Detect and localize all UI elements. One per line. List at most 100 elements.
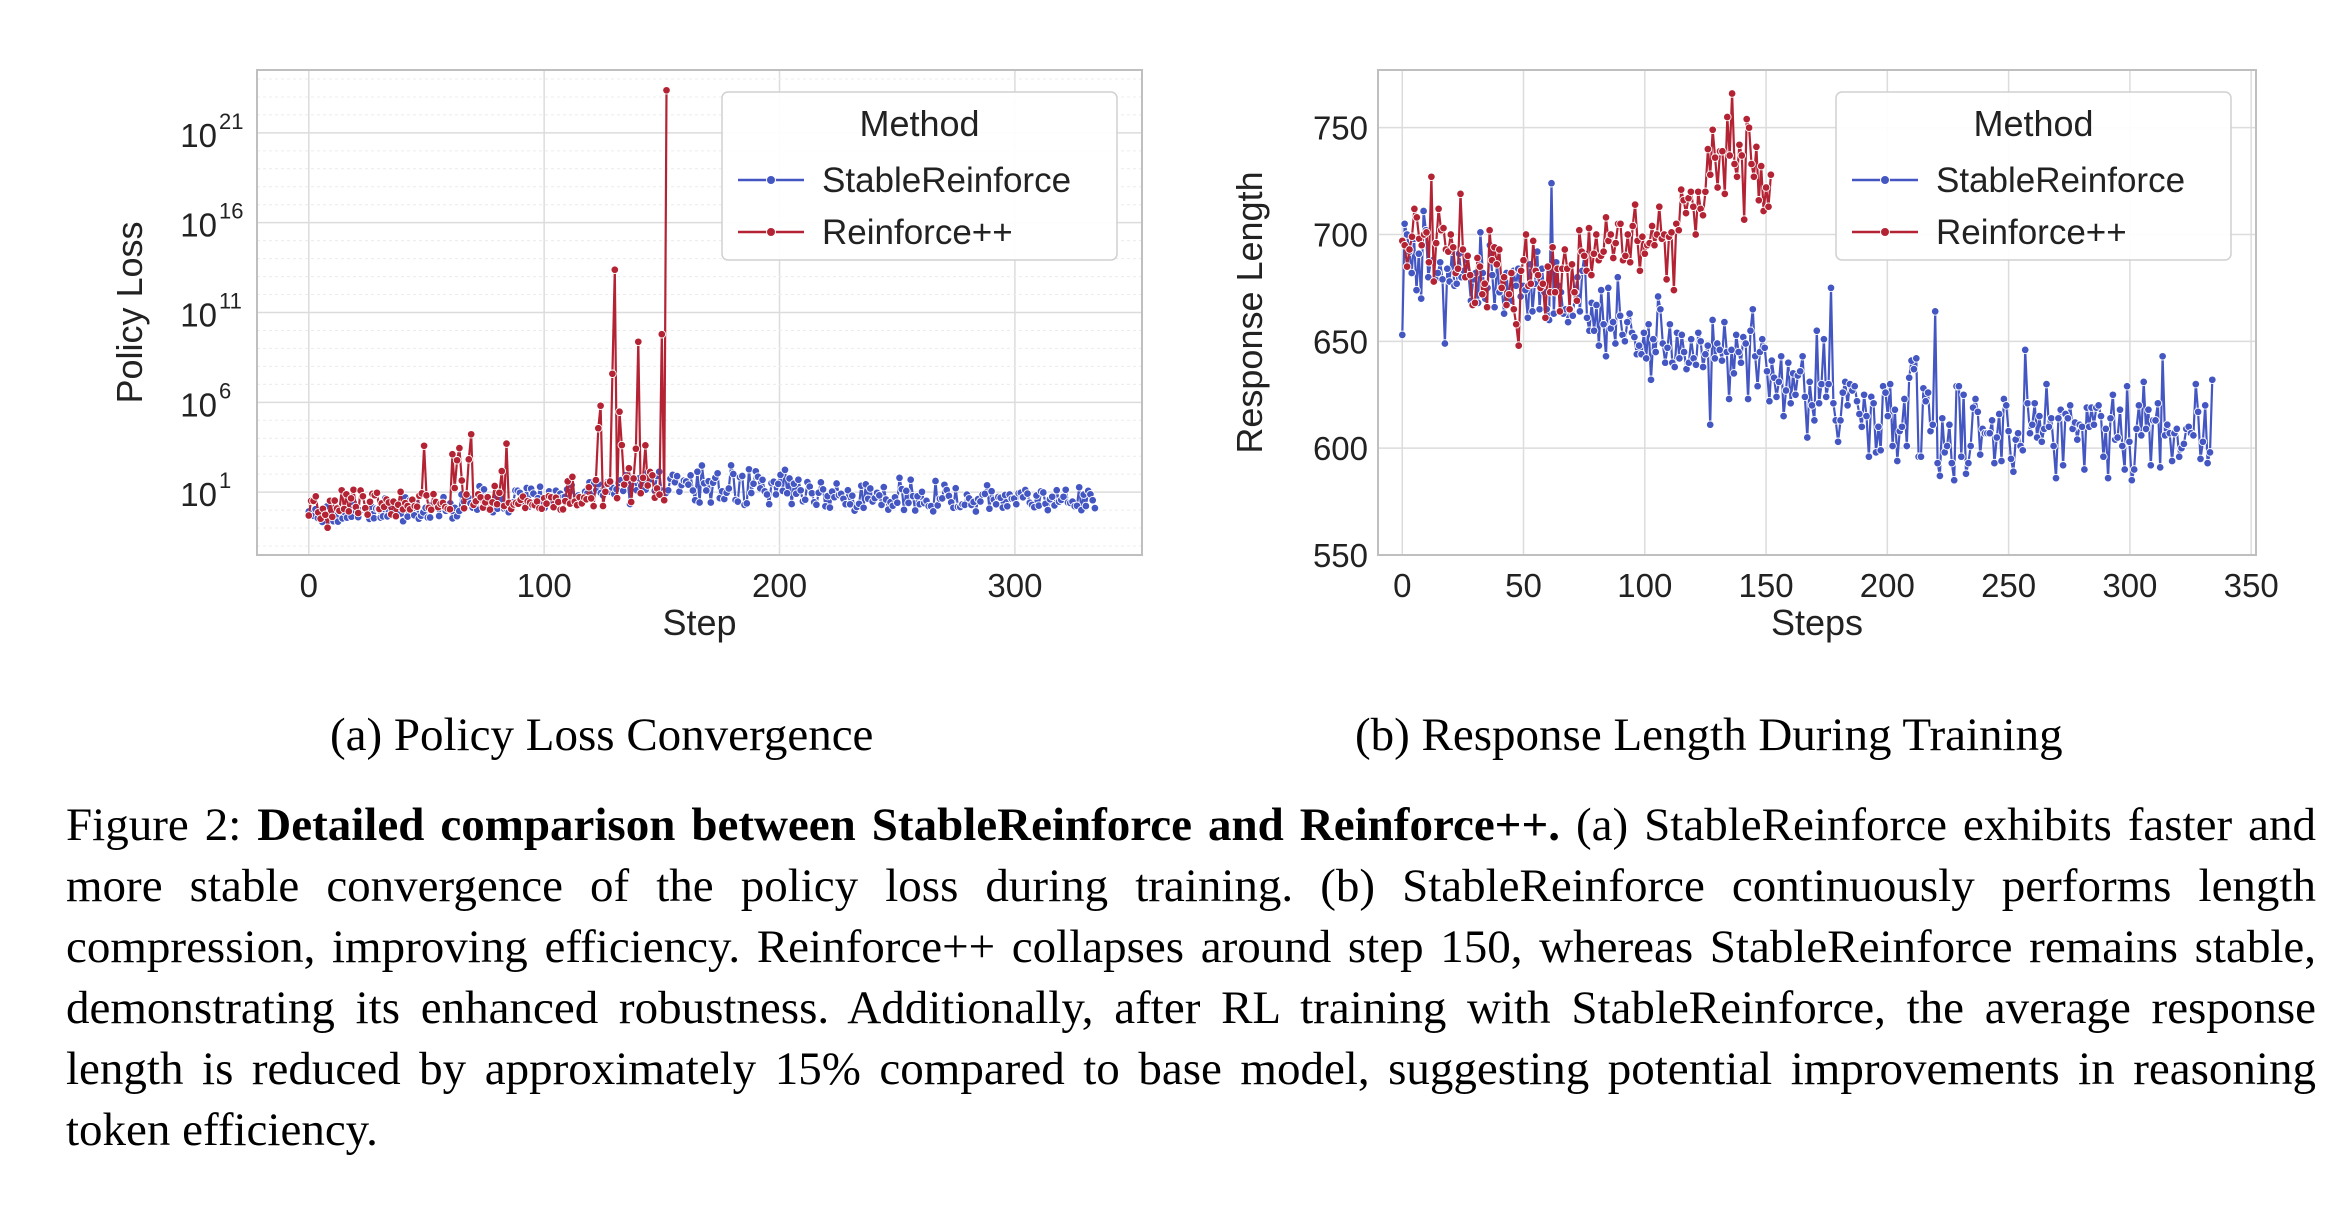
data-point	[1900, 394, 1909, 404]
x-tick-label: 200	[1860, 567, 1915, 604]
data-point	[910, 506, 920, 515]
data-point	[1478, 290, 1487, 299]
data-point	[1528, 236, 1538, 246]
data-point	[1732, 172, 1742, 182]
data-point	[1893, 456, 1902, 466]
data-point	[1945, 420, 1954, 429]
data-point	[764, 499, 774, 509]
data-point	[636, 488, 645, 498]
data-point	[304, 511, 314, 520]
data-point	[663, 486, 673, 495]
data-point	[1803, 433, 1812, 442]
data-point	[1928, 420, 1938, 429]
data-point	[2108, 390, 2118, 400]
data-point	[657, 329, 667, 339]
data-point	[594, 423, 603, 433]
response-length-chart: 0 50 100 150 200 250 300 350 550 600 650 700 750 Step…	[1229, 69, 2279, 643]
data-point	[1565, 305, 1574, 314]
data-point	[1476, 228, 1485, 237]
data-point	[2174, 452, 2184, 461]
data-point	[1514, 341, 1523, 350]
data-point	[1463, 251, 1472, 261]
data-point	[1601, 352, 1611, 361]
x-tick-label: 300	[2102, 567, 2157, 604]
data-point	[1741, 339, 1750, 348]
data-point	[1410, 204, 1419, 214]
data-point	[816, 478, 826, 487]
data-point	[1670, 362, 1679, 372]
data-point	[596, 401, 605, 410]
data-point	[615, 407, 624, 416]
data-point	[1440, 339, 1450, 348]
data-point	[1779, 411, 1788, 421]
data-point	[412, 502, 422, 511]
data-point	[2167, 456, 2177, 466]
data-point	[1935, 471, 1945, 481]
data-point	[311, 492, 321, 501]
plot-frame	[1377, 69, 2257, 556]
data-point	[1710, 153, 1720, 162]
data-point	[1686, 187, 1696, 197]
data-point	[782, 488, 792, 498]
x-tick-label: 0	[300, 567, 318, 604]
data-point	[796, 486, 805, 495]
data-point	[1717, 356, 1727, 365]
data-point	[1431, 238, 1441, 248]
data-point	[1587, 270, 1596, 280]
legend-box	[721, 91, 1118, 261]
data-point	[1663, 343, 1672, 353]
data-point	[1623, 317, 1632, 327]
data-point	[1774, 377, 1784, 387]
data-point	[1703, 144, 1713, 154]
data-point	[2191, 379, 2201, 389]
data-point	[2151, 416, 2160, 425]
data-point	[1727, 89, 1737, 98]
data-point	[1638, 232, 1647, 241]
data-point	[1081, 501, 1091, 511]
data-point	[1641, 354, 1651, 363]
y-axis-label: Policy Loss	[109, 221, 150, 403]
data-point	[1734, 347, 1743, 357]
y-tick-exponent: 21	[219, 109, 243, 134]
data-point	[479, 485, 489, 494]
data-point	[1543, 262, 1553, 271]
data-point	[971, 507, 981, 516]
data-point	[1412, 213, 1422, 222]
series-reinforce-	[304, 86, 671, 532]
legend: Method StableReinforce Reinforce++	[1835, 91, 2232, 261]
data-point	[899, 505, 909, 515]
data-point	[2127, 475, 2137, 485]
data-point	[1698, 211, 1708, 220]
data-point	[875, 491, 884, 500]
data-point	[1766, 170, 1776, 179]
data-point	[1601, 213, 1611, 222]
data-point	[323, 523, 332, 532]
data-point	[1715, 345, 1724, 355]
data-point	[1765, 396, 1774, 406]
data-point	[1957, 452, 1966, 461]
data-point	[2058, 461, 2068, 470]
data-point	[1812, 326, 1822, 335]
data-point	[426, 505, 436, 514]
data-point	[1821, 392, 1831, 402]
figure-caption-body: (a) StableReinforce exhibits faster and …	[66, 799, 2316, 1156]
data-point	[1572, 296, 1582, 305]
data-point	[617, 440, 627, 450]
data-point	[1533, 270, 1543, 280]
legend-swatch-marker	[1880, 175, 1890, 185]
series-line	[307, 90, 668, 529]
data-point	[1735, 140, 1744, 150]
data-point	[1639, 328, 1649, 338]
data-point	[459, 504, 469, 513]
data-point	[1742, 114, 1751, 124]
data-point	[2155, 463, 2165, 472]
data-point	[422, 491, 431, 500]
data-point	[1611, 339, 1620, 348]
data-point	[1052, 485, 1061, 495]
data-point	[448, 449, 457, 459]
legend-swatch-marker	[1880, 227, 1890, 237]
data-point	[558, 505, 568, 514]
data-point	[344, 507, 354, 516]
data-point	[843, 485, 853, 495]
